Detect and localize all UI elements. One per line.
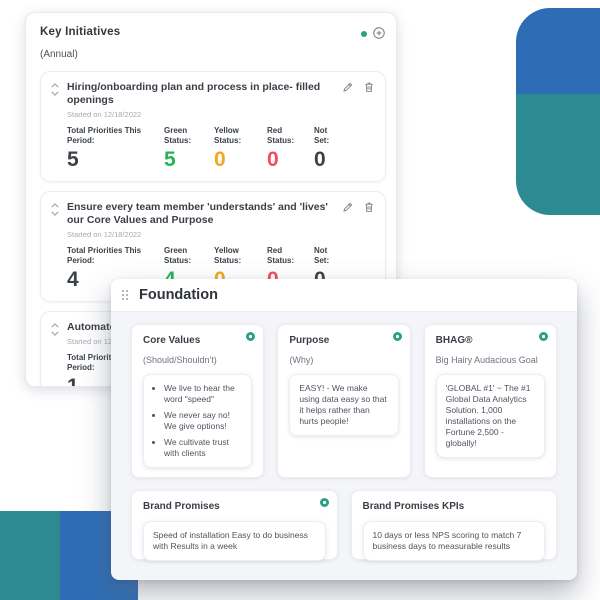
stat-value-yellow: 0 (214, 148, 226, 171)
card-title: Brand Promises KPIs (362, 501, 465, 512)
reorder-control[interactable] (49, 321, 60, 386)
status-badge-icon (246, 332, 256, 341)
purpose-content[interactable]: EASY! - We make using data easy so that … (289, 374, 399, 436)
initiative-card: Hiring/onboarding plan and process in pl… (40, 71, 386, 182)
edit-icon[interactable] (342, 201, 354, 213)
decor-shape-top-right (516, 8, 600, 215)
decor-shape-bottom-left-teal (0, 511, 60, 600)
status-badge-icon (392, 332, 402, 341)
card-title: Purpose (289, 335, 330, 346)
core-value-item: We cultivate trust with clients (164, 437, 242, 459)
bhag-card: BHAG® Big Hairy Audacious Goal 'GLOBAL #… (423, 324, 557, 478)
stat-total-priorities: Total Priorities This Period: 4 (67, 246, 164, 292)
stat-value-total: 4 (67, 268, 79, 291)
foundation-panel: Foundation Core Values (Should/Shouldn't… (111, 279, 577, 580)
initiative-title: Hiring/onboarding plan and process in pl… (67, 81, 321, 106)
core-values-content[interactable]: We live to hear the word "speed" We neve… (143, 374, 253, 468)
brand-promises-kpis-content[interactable]: 10 days or less NPS scoring to match 7 b… (362, 521, 545, 561)
edit-icon[interactable] (342, 81, 354, 93)
drag-handle-icon[interactable] (122, 290, 128, 300)
core-value-item: We live to hear the word "speed" (164, 383, 242, 405)
card-subtitle: (Should/Shouldn't) (143, 355, 217, 365)
decor-blue-block (516, 8, 600, 94)
reorder-control[interactable] (49, 81, 60, 172)
delete-icon[interactable] (363, 201, 375, 213)
card-title: Brand Promises (143, 501, 220, 512)
foundation-header: Foundation (111, 279, 577, 312)
decor-teal-block (516, 94, 600, 215)
stat-value-green: 5 (164, 148, 176, 171)
panel-subtitle: (Annual) (40, 49, 78, 60)
chevron-up-icon[interactable] (50, 203, 59, 208)
chevron-down-icon[interactable] (50, 211, 59, 216)
foundation-title: Foundation (139, 287, 218, 303)
stat-value-not-set: 0 (314, 148, 326, 171)
add-initiative-icon[interactable] (372, 26, 386, 40)
card-subtitle: (Why) (289, 355, 314, 365)
brand-promises-card: Brand Promises Speed of installation Eas… (131, 490, 338, 561)
card-title: BHAG® (435, 335, 473, 346)
core-values-card: Core Values (Should/Shouldn't) We live t… (131, 324, 265, 478)
delete-icon[interactable] (363, 81, 375, 93)
stat-total-priorities: Total Priorities This Period: 5 (67, 126, 164, 172)
stat-value-total: 1 (67, 375, 79, 387)
status-dot-icon (361, 31, 367, 37)
initiative-title: Automated (67, 321, 122, 333)
initiative-title: Ensure every team member 'understands' a… (67, 201, 328, 226)
card-subtitle: Big Hairy Audacious Goal (435, 355, 538, 365)
reorder-control[interactable] (49, 201, 60, 292)
brand-promises-kpis-card: Brand Promises KPIs 10 days or less NPS … (350, 490, 557, 561)
panel-title: Key Initiatives (40, 26, 121, 38)
chevron-up-icon[interactable] (50, 83, 59, 88)
stat-value-red: 0 (267, 148, 279, 171)
brand-promises-content[interactable]: Speed of installation Easy to do busines… (143, 521, 326, 561)
initiative-started-date: Started on 12/18/2022 (67, 110, 142, 119)
status-badge-icon (538, 332, 548, 341)
stat-green-status: Green Status: 5 (164, 126, 214, 172)
stat-value-total: 5 (67, 148, 79, 171)
initiative-started-date: Started on 12/1 (67, 337, 119, 346)
chevron-up-icon[interactable] (50, 323, 59, 328)
key-initiatives-panel: Key Initiatives (Annual) Hiring/onboardi… (25, 12, 397, 387)
stat-total-priorities: Total Prioriti Period: 1 (67, 353, 164, 387)
chevron-down-icon[interactable] (50, 91, 59, 96)
core-value-item: We never say no! We give options! (164, 410, 242, 432)
key-initiatives-header: Key Initiatives (40, 26, 386, 40)
card-title: Core Values (143, 335, 201, 346)
chevron-down-icon[interactable] (50, 331, 59, 336)
bhag-content[interactable]: 'GLOBAL #1' ~ The #1 Global Data Analyti… (435, 374, 545, 458)
initiative-started-date: Started on 12/18/2022 (67, 230, 142, 239)
status-badge-icon (319, 498, 329, 507)
purpose-card: Purpose (Why) EASY! - We make using data… (277, 324, 411, 478)
